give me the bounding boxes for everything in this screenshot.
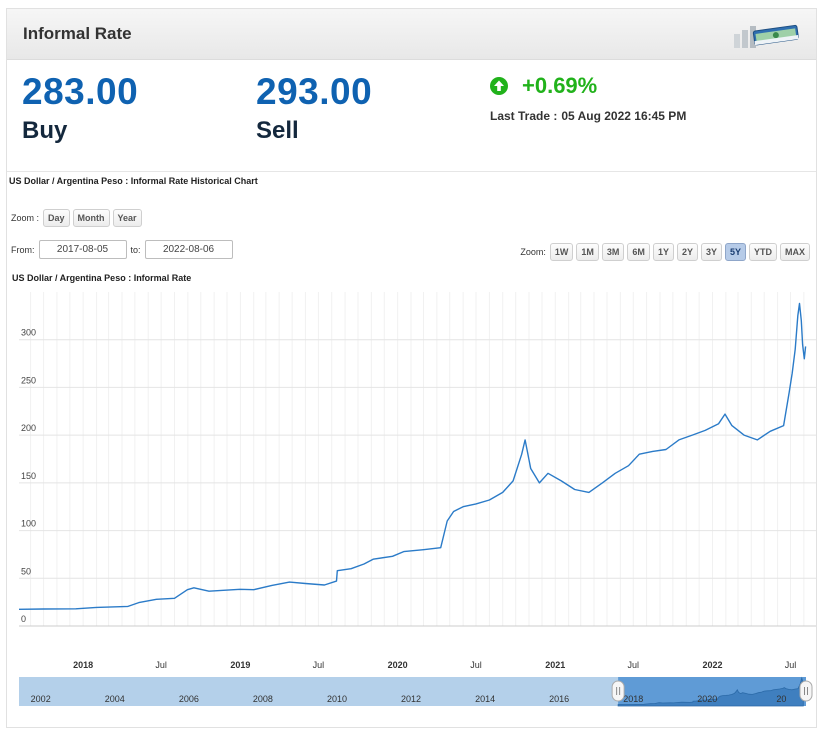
navigator-series	[617, 676, 804, 707]
range-max-button[interactable]: MAX	[780, 243, 810, 261]
x-tick-label: 2020	[388, 660, 408, 670]
change-percent: +0.69%	[522, 73, 598, 98]
navigator-handle-right[interactable]	[799, 680, 813, 702]
sell-label: Sell	[256, 117, 299, 144]
money-stack-icon	[734, 24, 799, 48]
range-ytd-button[interactable]: YTD	[749, 243, 777, 261]
navigator-tick-label: 2002	[31, 694, 51, 704]
date-range-row: From: 2017-08-05 to: 2022-08-06	[11, 240, 237, 259]
x-tick-label: Jul	[628, 660, 640, 670]
navigator-handle-body[interactable]	[611, 680, 625, 702]
x-tick-label: Jul	[785, 660, 797, 670]
navigator-tick-label: 2012	[401, 694, 421, 704]
zoom-day-button[interactable]: Day	[43, 209, 70, 227]
navigator-tick-label: 2018	[623, 694, 643, 704]
y-tick-label: 50	[21, 566, 31, 576]
navigator-tick-label: 20	[776, 694, 786, 704]
range-3m-button[interactable]: 3M	[601, 243, 625, 261]
navigator-tick-label: 2016	[549, 694, 569, 704]
x-tick-label: Jul	[470, 660, 482, 670]
range-1y-button[interactable]: 1Y	[652, 243, 674, 261]
zoom-range-label: Zoom:	[520, 247, 546, 257]
x-tick-label: 2019	[230, 660, 250, 670]
chart-heading: US Dollar / Argentina Peso : Informal Ra…	[9, 176, 258, 186]
range-2y-button[interactable]: 2Y	[676, 243, 698, 261]
x-tick-label: 2018	[73, 660, 93, 670]
y-tick-label: 150	[21, 471, 36, 481]
range-6m-button[interactable]: 6M	[627, 243, 650, 261]
x-tick-label: 2022	[703, 660, 723, 670]
x-tick-label: 2021	[545, 660, 565, 670]
zoom-period-label: Zoom :	[11, 213, 40, 223]
divider	[7, 171, 816, 172]
to-date-input[interactable]: 2022-08-06	[144, 240, 233, 259]
navigator-handle-body[interactable]	[799, 680, 813, 702]
buy-block: 283.00 Buy	[22, 71, 138, 145]
zoom-period-row: Zoom : Day Month Year	[11, 209, 145, 227]
last-trade-value: 05 Aug 2022 16:45 PM	[561, 109, 687, 123]
range-5y-button[interactable]: 5Y	[724, 243, 746, 261]
y-tick-label: 300	[21, 328, 36, 338]
range-3y-button[interactable]: 3Y	[700, 243, 722, 261]
from-label: From:	[11, 244, 35, 255]
last-trade-label: Last Trade :	[490, 109, 558, 123]
from-date-input[interactable]: 2017-08-05	[38, 240, 127, 259]
y-tick-label: 200	[21, 423, 36, 433]
zoom-year-button[interactable]: Year	[112, 209, 142, 227]
sell-block: 293.00 Sell	[256, 71, 372, 145]
to-label: to:	[130, 244, 141, 255]
navigator-tick-label: 2006	[179, 694, 199, 704]
x-tick-label: Jul	[313, 660, 325, 670]
navigator-tick-label: 2010	[327, 694, 347, 704]
navigator-tick-label: 2014	[475, 694, 495, 704]
change-block: +0.69% Last Trade :05 Aug 2022 16:45 PM	[490, 73, 690, 123]
widget-frame: Informal Rate 283.00 Buy 293.00 Sell +0.	[6, 8, 817, 728]
y-tick-label: 100	[21, 519, 36, 529]
x-tick-label: Jul	[155, 660, 167, 670]
navigator-handle-left[interactable]	[611, 680, 625, 702]
navigator-tick-label: 2004	[105, 694, 125, 704]
y-tick-label: 0	[21, 614, 26, 624]
navigator-tick-label: 2008	[253, 694, 273, 704]
range-1w-button[interactable]: 1W	[549, 243, 574, 261]
page-title: Informal Rate	[23, 24, 132, 43]
navigator-tick-label: 2020	[697, 694, 717, 704]
range-1m-button[interactable]: 1M	[576, 243, 599, 261]
arrow-up-circle-icon	[490, 77, 508, 95]
last-trade: Last Trade :05 Aug 2022 16:45 PM	[490, 109, 690, 123]
buy-label: Buy	[22, 117, 68, 144]
series-line	[18, 302, 807, 610]
widget-header: Informal Rate	[7, 9, 816, 60]
chart-title: US Dollar / Argentina Peso : Informal Ra…	[12, 273, 192, 283]
zoom-range-row: Zoom: 1W 1M 3M 6M 1Y 2Y 3Y 5Y YTD MAX	[520, 243, 813, 261]
buy-price: 283.00	[22, 71, 139, 112]
zoom-month-button[interactable]: Month	[72, 209, 110, 227]
y-tick-label: 250	[21, 375, 36, 385]
sell-price: 293.00	[256, 71, 373, 112]
